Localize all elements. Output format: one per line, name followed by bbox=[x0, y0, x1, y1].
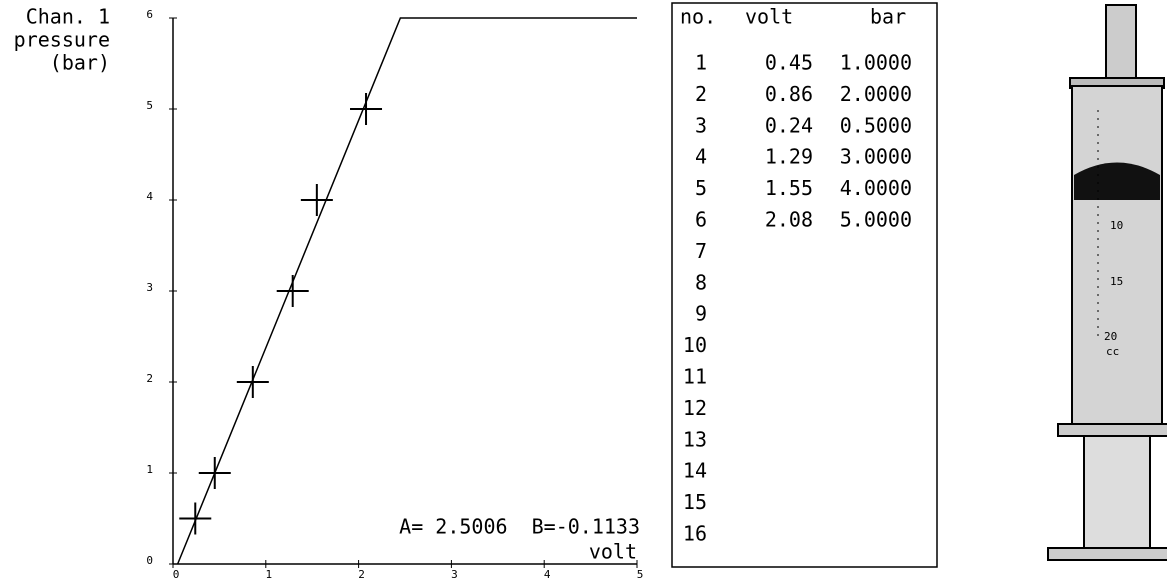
table-header: bar bbox=[870, 5, 906, 29]
x-tick-label: 4 bbox=[544, 568, 551, 580]
fit-line bbox=[176, 17, 637, 565]
y-tick-label: 2 bbox=[146, 372, 153, 385]
table-cell: 1 bbox=[695, 51, 707, 75]
data-point bbox=[236, 366, 269, 398]
table-cell: 1.0000 bbox=[840, 51, 912, 75]
y-tick-label: 1 bbox=[146, 463, 153, 476]
y-tick-label: 4 bbox=[146, 190, 153, 203]
table-cell: 2 bbox=[695, 82, 707, 106]
table-cell: 0.86 bbox=[765, 82, 813, 106]
table-cell: 16 bbox=[683, 522, 707, 546]
table-cell: 15 bbox=[683, 490, 707, 514]
x-tick-label: 1 bbox=[265, 568, 272, 580]
y-label-line: Chan. 1 bbox=[26, 5, 110, 29]
table-cell: 13 bbox=[683, 427, 707, 451]
table-frame bbox=[671, 2, 938, 568]
data-point bbox=[179, 502, 212, 535]
table-cell: 6 bbox=[695, 208, 707, 232]
table-cell: 7 bbox=[695, 239, 707, 263]
table-cell: 12 bbox=[683, 396, 707, 420]
table-cell: 0.5000 bbox=[840, 113, 912, 137]
table-cell: 5.0000 bbox=[840, 208, 912, 232]
y-label-line: (bar) bbox=[50, 51, 110, 75]
table-cell: 8 bbox=[695, 270, 707, 294]
y-axis-label: Chan. 1 pressure (bar) bbox=[14, 5, 110, 75]
x-tick-label: 2 bbox=[358, 568, 365, 580]
table-cell: 9 bbox=[695, 302, 707, 326]
x-axis-label: volt bbox=[589, 540, 637, 564]
table-cell: 0.45 bbox=[765, 51, 813, 75]
y-tick-label: 6 bbox=[146, 8, 153, 21]
table-header: no. bbox=[680, 5, 716, 29]
table-cell: 3.0000 bbox=[840, 145, 912, 169]
table-cell: 2.08 bbox=[765, 208, 813, 232]
table-cell: 14 bbox=[683, 459, 707, 483]
table-cell: 10 bbox=[683, 333, 707, 357]
x-tick-label: 5 bbox=[637, 568, 644, 580]
syringe-label: 20 bbox=[1104, 330, 1117, 343]
syringe: 10 15 20 cc bbox=[1047, 4, 1167, 561]
table-cell: 2.0000 bbox=[840, 82, 912, 106]
table-cell: 4.0000 bbox=[840, 176, 912, 200]
table-cell: 0.24 bbox=[765, 113, 813, 137]
y-tick-label: 3 bbox=[146, 281, 153, 294]
table: no. volt bar 1 0.45 1.0000 2 0.86 2.0000 3 0.24 0.5… bbox=[680, 5, 912, 546]
syringe-label: 15 bbox=[1110, 275, 1123, 288]
table-header: volt bbox=[745, 5, 793, 29]
table-cell: 4 bbox=[695, 145, 707, 169]
x-tick-label: 0 bbox=[173, 568, 180, 580]
data-point bbox=[300, 184, 333, 216]
table-cell: 1.55 bbox=[765, 176, 813, 200]
table-cell: 11 bbox=[683, 365, 707, 389]
y-tick-label: 5 bbox=[146, 99, 153, 112]
fit-annotation: A= 2.5006 B=-0.1133 bbox=[399, 515, 640, 539]
syringe-label: cc bbox=[1106, 345, 1119, 358]
data-point bbox=[276, 275, 309, 307]
data-point bbox=[350, 93, 383, 125]
x-tick-label: 3 bbox=[451, 568, 458, 580]
syringe-label: 10 bbox=[1110, 219, 1123, 232]
table-cell: 1.29 bbox=[765, 145, 813, 169]
table-cell: 3 bbox=[695, 113, 707, 137]
y-tick-label: 0 bbox=[146, 554, 153, 567]
y-label-line: pressure bbox=[14, 28, 110, 52]
table-cell: 5 bbox=[695, 176, 707, 200]
